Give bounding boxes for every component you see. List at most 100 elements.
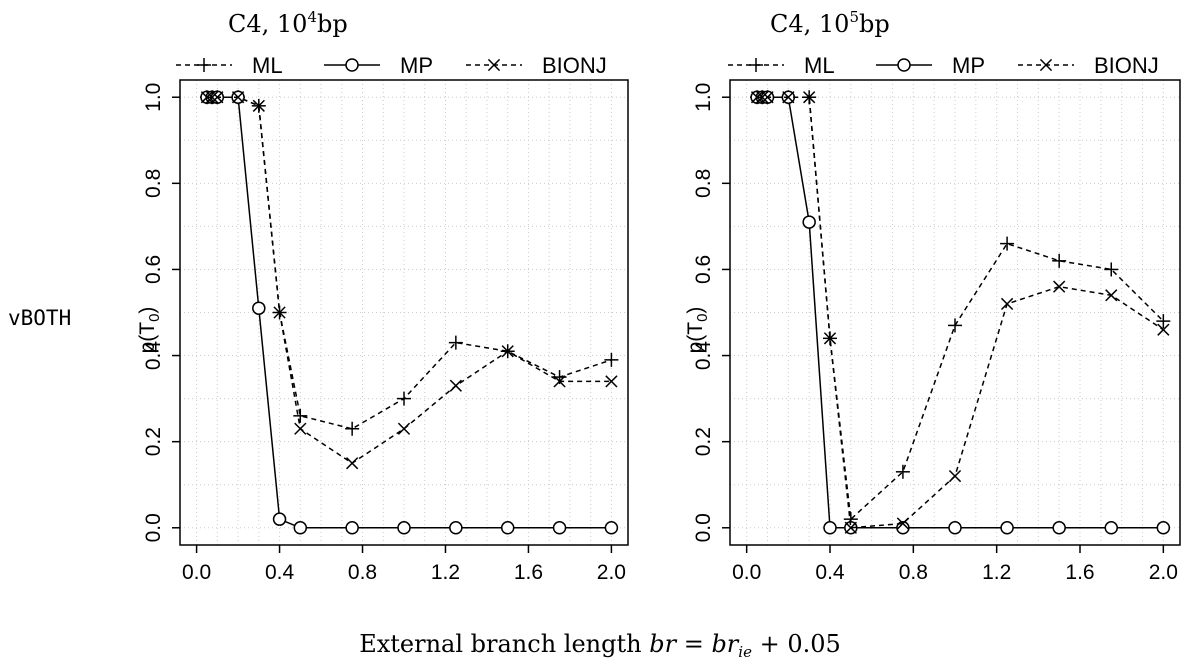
data-point-mp	[1104, 521, 1118, 535]
axes: 0.0 0.4 0.8 1.2 1.6 2.0 0.0 0.2 0.4 0.6 0.8 1.0	[142, 79, 629, 584]
y-tick-label: 0.2	[692, 427, 715, 456]
y-tick-label: 1.0	[142, 83, 165, 112]
data-point-mp	[1052, 521, 1066, 535]
data-point-mp	[802, 215, 816, 229]
data-point-bionj	[273, 306, 286, 319]
data-point-ml	[1052, 253, 1067, 268]
axes: 0.0 0.4 0.8 1.2 1.6 2.0 0.0 0.2 0.4 0.6 0.8 1.0	[692, 79, 1181, 584]
data-point-mp	[272, 512, 287, 526]
data-point-ml	[1104, 262, 1119, 277]
y-tick-label: 0.6	[142, 255, 165, 284]
plot-frame	[179, 79, 629, 546]
data-point-bionj	[397, 422, 411, 435]
data-point-mp	[293, 521, 308, 535]
x-tick-label: 1.6	[514, 561, 543, 584]
data-point-bionj	[948, 469, 962, 483]
data-point-bionj	[211, 91, 224, 104]
data-point-bionj	[206, 91, 219, 104]
row-label: vBOTH	[8, 306, 71, 330]
data-point-bionj	[252, 99, 265, 112]
x-tick-label: 0.8	[899, 561, 928, 584]
x-tick-label: 1.2	[982, 561, 1011, 584]
data-point-bionj	[823, 332, 837, 345]
data-point-mp	[552, 521, 567, 535]
plot-area	[199, 90, 619, 535]
x-tick-label: 0.8	[348, 561, 377, 584]
legend-label-ml: ML	[252, 53, 283, 78]
legend-marker-bionj	[487, 58, 501, 72]
data-point-bionj	[294, 422, 307, 435]
x-tick-label: 0.4	[815, 561, 845, 584]
data-point-mp	[1156, 521, 1171, 535]
data-point-ml	[948, 318, 962, 333]
data-point-bionj	[231, 91, 245, 104]
legend: ML MP BIONJ	[728, 53, 1159, 78]
y-tick-label: 0.0	[142, 513, 165, 542]
chart-panel-left: C4, 104bp ML MP BIONJ 0.0 0.4 0.8 1.2 1.6 2.00.…	[136, 8, 629, 584]
data-point-mp	[948, 521, 962, 535]
data-point-mp	[823, 521, 837, 535]
y-tick-label: 0.2	[142, 427, 165, 456]
legend-label-ml: ML	[804, 53, 835, 78]
data-point-bionj	[1157, 323, 1170, 336]
data-point-bionj	[803, 91, 816, 104]
x-tick-label: 0.4	[265, 561, 295, 584]
data-point-mp	[500, 521, 515, 535]
x-tick-label: 1.2	[431, 561, 460, 584]
data-point-ml	[345, 421, 360, 436]
chart-title: C4, 105bp	[770, 8, 890, 38]
y-axis-label: p(T0)	[684, 307, 711, 354]
series-line-bionj	[207, 96, 612, 465]
data-point-bionj	[1105, 289, 1118, 302]
legend-marker-ml	[749, 58, 763, 72]
data-point-ml	[1000, 236, 1015, 251]
y-tick-label: 1.0	[692, 83, 715, 112]
y-tick-label: 0.6	[692, 255, 715, 284]
data-point-mp	[449, 521, 463, 535]
data-point-bionj	[346, 457, 359, 470]
chart-panel-right: C4, 105bp ML MP BIONJ 0.0 0.4 0.8 1.2 1.6 2.00.…	[684, 8, 1181, 584]
x-tick-label: 0.0	[182, 561, 211, 584]
data-point-bionj	[605, 375, 618, 388]
data-point-ml	[448, 335, 463, 350]
legend-label-mp: MP	[400, 53, 433, 78]
y-tick-label: 0.4	[692, 341, 715, 371]
legend-label-mp: MP	[952, 53, 985, 78]
data-point-bionj	[449, 379, 462, 392]
y-axis-label: p(T0)	[136, 307, 163, 354]
plot-area	[750, 90, 1171, 535]
shared-x-axis-label: External branch length br = brie + 0.05	[359, 630, 841, 661]
legend-marker-ml	[197, 58, 211, 72]
data-point-bionj	[761, 91, 774, 104]
data-point-mp	[1000, 521, 1014, 535]
data-point-bionj	[750, 91, 764, 104]
data-point-ml	[293, 408, 308, 423]
data-point-bionj	[756, 91, 769, 104]
y-tick-label: 0.8	[692, 169, 715, 198]
series-line-ml	[207, 96, 612, 430]
data-point-mp	[345, 521, 359, 535]
x-tick-label: 2.0	[597, 561, 626, 584]
data-point-bionj	[501, 345, 514, 358]
y-tick-label: 0.0	[692, 513, 715, 542]
series-line-mp	[207, 96, 612, 529]
legend-label-bionj: BIONJ	[542, 53, 607, 78]
legend: ML MP BIONJ	[176, 53, 607, 78]
plot-frame	[729, 79, 1181, 546]
y-tick-label: 0.4	[142, 341, 165, 371]
legend-marker-bionj	[1039, 58, 1053, 72]
data-point-bionj	[1053, 280, 1066, 293]
data-point-ml	[604, 352, 619, 367]
legend-marker-mp	[345, 58, 359, 72]
data-point-bionj	[896, 517, 910, 530]
data-point-bionj	[1000, 297, 1014, 311]
data-point-mp	[604, 521, 619, 535]
data-point-mp	[397, 521, 411, 535]
data-point-bionj	[844, 521, 857, 534]
data-point-ml	[1156, 314, 1171, 329]
legend-marker-mp	[897, 58, 911, 72]
data-point-mp	[252, 301, 266, 315]
data-point-ml	[397, 391, 411, 406]
data-point-bionj	[553, 375, 566, 388]
